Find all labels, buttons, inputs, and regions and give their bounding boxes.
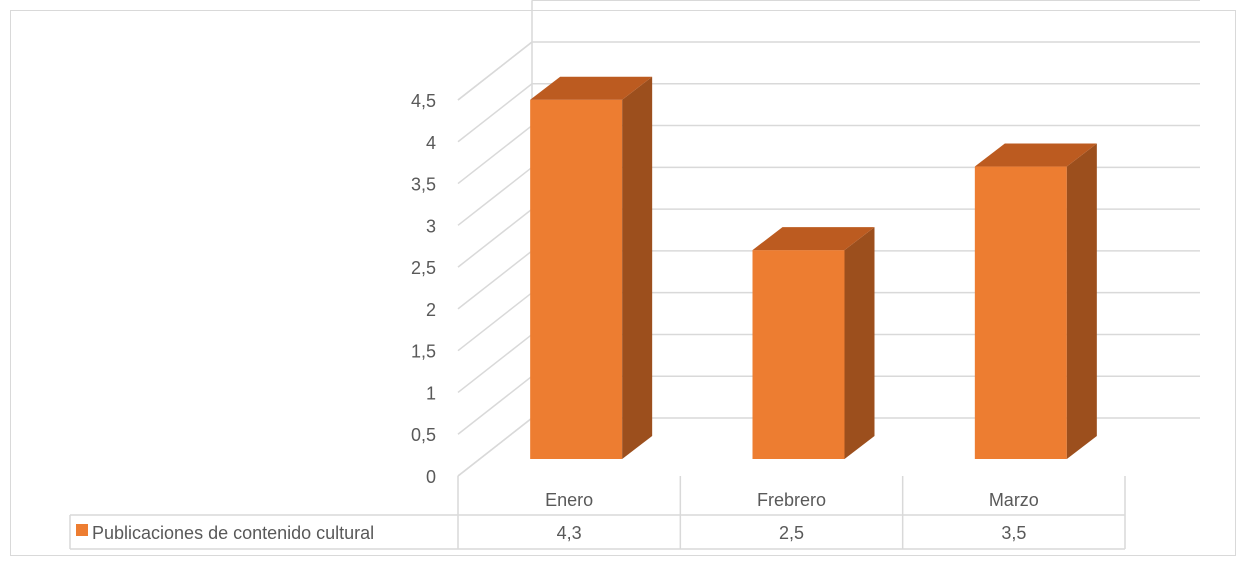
x-tick-label: Frebrero: [757, 490, 826, 510]
x-tick-label: Marzo: [989, 490, 1039, 510]
bars: [530, 76, 1097, 460]
bar-top: [974, 143, 1097, 167]
data-label: 2,5: [779, 523, 804, 543]
y-tick-label: 1,5: [411, 342, 436, 362]
y-tick-label: 0,5: [411, 425, 436, 445]
bar-side: [622, 76, 653, 459]
gridline-diagonal: [457, 166, 533, 226]
bar-side: [1066, 143, 1097, 460]
gridline-diagonal: [457, 208, 533, 268]
gridline-diagonal: [457, 333, 533, 394]
data-table: Enero Frebrero Marzo Publicaciones de conte…: [69, 476, 1126, 550]
y-tick-label: 3,5: [411, 175, 436, 195]
y-tick-label: 1: [426, 383, 436, 403]
gridline-diagonal: [457, 292, 533, 352]
gridline-diagonal: [457, 250, 533, 310]
gridline-diagonal: [457, 124, 533, 185]
y-tick-label: 4: [426, 133, 436, 153]
bar-enero: [530, 76, 653, 459]
x-tick-label: Enero: [545, 490, 593, 510]
y-tick-label: 4,5: [411, 91, 436, 111]
bar-front: [974, 166, 1067, 460]
gridline-diagonal: [457, 375, 533, 435]
gridline-diagonal: [457, 41, 533, 101]
legend-swatch: [76, 524, 88, 536]
data-label: 4,3: [557, 523, 582, 543]
floor-edge: [457, 417, 533, 477]
bar-front: [752, 250, 845, 459]
legend-label: Publicaciones de contenido cultural: [92, 523, 374, 543]
y-axis-tick-labels: 0 0,5 1 1,5 2 2,5 3 3,5 4 4,5: [411, 91, 436, 487]
data-label: 3,5: [1001, 523, 1026, 543]
gridline-diagonal: [457, 83, 533, 143]
y-tick-label: 2,5: [411, 258, 436, 278]
bar-front: [530, 99, 623, 459]
bar-top: [752, 227, 875, 251]
bar-top: [530, 76, 653, 100]
bar-frebrero: [752, 227, 875, 459]
y-tick-label: 3: [426, 216, 436, 236]
bar-marzo: [974, 143, 1097, 460]
bar-side: [844, 227, 875, 459]
y-tick-label: 0: [426, 467, 436, 487]
y-tick-label: 2: [426, 300, 436, 320]
